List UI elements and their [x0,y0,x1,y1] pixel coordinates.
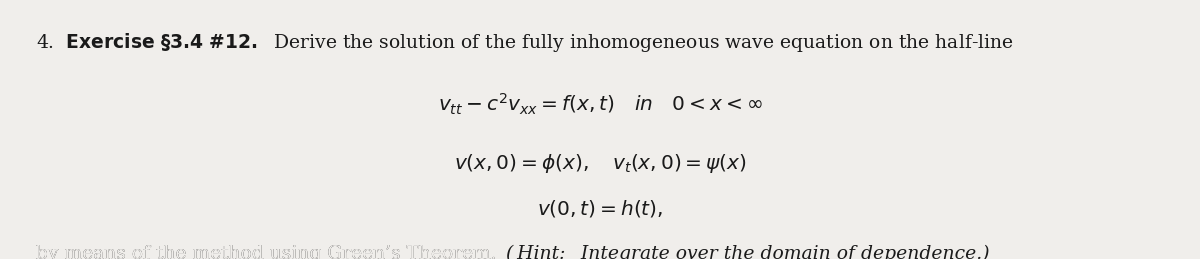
Text: by means of the method using Green’s Theorem.: by means of the method using Green’s The… [36,245,506,259]
Text: $v_{tt} - c^2v_{xx} = f(x,t) \quad \mathit{in} \quad 0 < x < \infty$: $v_{tt} - c^2v_{xx} = f(x,t) \quad \math… [438,92,762,117]
Text: $v(0,t) = h(t),$: $v(0,t) = h(t),$ [536,198,664,219]
Text: ( Hint:  Integrate over the domain of dependence.): ( Hint: Integrate over the domain of dep… [506,245,990,259]
Text: 4.  $\mathbf{Exercise\ \S3.4\ \#12.}$  Derive the solution of the fully inhomoge: 4. $\mathbf{Exercise\ \S3.4\ \#12.}$ Der… [36,31,1014,54]
Text: by means of the method using Green’s Theorem.: by means of the method using Green’s The… [36,245,506,259]
Text: $v(x,0) = \phi(x), \quad v_t(x,0) = \psi(x)$: $v(x,0) = \phi(x), \quad v_t(x,0) = \psi… [454,152,746,175]
